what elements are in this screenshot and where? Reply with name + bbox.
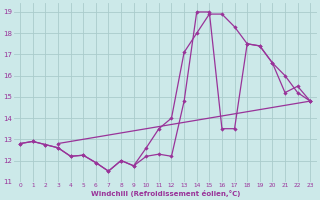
X-axis label: Windchill (Refroidissement éolien,°C): Windchill (Refroidissement éolien,°C): [91, 190, 240, 197]
